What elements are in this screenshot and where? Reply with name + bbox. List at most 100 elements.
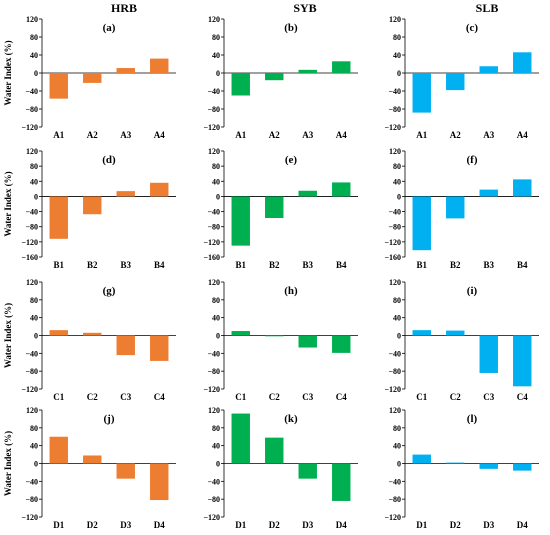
bar-c3 xyxy=(298,335,317,348)
x-tick-label: A3 xyxy=(120,130,131,140)
x-tick-label: D4 xyxy=(154,520,165,530)
x-tick-label: B2 xyxy=(269,260,280,270)
x-tick-label: D2 xyxy=(450,520,461,530)
bar-d4 xyxy=(513,463,532,471)
y-tick-label: 120 xyxy=(389,147,401,156)
y-tick-label: −160 xyxy=(384,253,401,262)
bar-a1 xyxy=(412,73,431,113)
y-tick-label: −40 xyxy=(388,349,401,358)
x-tick-label: A1 xyxy=(53,130,64,140)
x-tick-label: D1 xyxy=(53,520,64,530)
panel-title: (l) xyxy=(467,413,478,425)
y-tick-label: 80 xyxy=(30,296,38,305)
bar-a1 xyxy=(49,73,68,99)
x-tick-label: B2 xyxy=(87,260,98,270)
y-tick-label: 120 xyxy=(208,15,220,24)
panel-l: 120 80 40 0 −40 −80 −120 D1 D2 D3 D4 (l) xyxy=(384,406,539,530)
y-tick-label: 0 xyxy=(216,332,220,341)
panel-d: 120 80 40 0 −40 −80 −120 −160 B1 B2 B3 B4 (d) Water I… xyxy=(3,147,176,270)
bar-c4 xyxy=(150,335,169,361)
x-tick-label: C3 xyxy=(302,392,313,402)
x-tick-label: C4 xyxy=(336,392,347,402)
y-tick-label: −160 xyxy=(21,253,38,262)
y-tick-label: 40 xyxy=(212,177,220,186)
panel-j: 120 80 40 0 −40 −80 −120 D1 D2 D3 D4 (j) Water Index… xyxy=(3,406,176,530)
panel-title: (b) xyxy=(284,22,298,34)
bar-c4 xyxy=(513,335,532,387)
panel-title: (e) xyxy=(285,154,298,166)
x-tick-label: A4 xyxy=(154,130,165,140)
y-tick-label: −120 xyxy=(203,123,220,132)
y-tick-label: 40 xyxy=(212,314,220,323)
bar-c1 xyxy=(412,330,431,336)
y-tick-label: 120 xyxy=(208,406,220,415)
y-tick-label: −120 xyxy=(203,385,220,394)
bar-c1 xyxy=(49,330,68,336)
y-tick-label: 80 xyxy=(30,424,38,433)
x-tick-label: A3 xyxy=(483,130,494,140)
x-tick-label: D2 xyxy=(269,520,280,530)
y-tick-label: 80 xyxy=(393,33,401,42)
panel-i: 120 80 40 0 −40 −80 −120 C1 C2 C3 C4 (i) xyxy=(384,278,539,402)
bar-c2 xyxy=(265,335,284,337)
y-tick-label: 80 xyxy=(393,424,401,433)
y-tick-label: 80 xyxy=(212,296,220,305)
y-tick-label: 40 xyxy=(30,314,38,323)
panel-g: 120 80 40 0 −40 −80 −120 C1 C2 C3 C4 (g) Water Index… xyxy=(3,278,176,402)
y-tick-label: 0 xyxy=(34,460,38,469)
bar-a2 xyxy=(83,73,102,83)
y-tick-label: −40 xyxy=(388,208,401,217)
y-axis-label: Water Index (%) xyxy=(3,171,13,236)
bar-b4 xyxy=(513,179,532,197)
x-tick-label: B1 xyxy=(235,260,246,270)
x-tick-label: A4 xyxy=(517,130,528,140)
y-tick-label: 80 xyxy=(393,162,401,171)
y-tick-label: 0 xyxy=(397,192,401,201)
y-tick-label: 80 xyxy=(393,296,401,305)
x-tick-label: D4 xyxy=(336,520,347,530)
y-tick-label: −160 xyxy=(203,253,220,262)
y-tick-label: 80 xyxy=(212,162,220,171)
y-tick-label: −80 xyxy=(207,223,220,232)
panel-title: (h) xyxy=(284,285,298,297)
column-header-syb: SYB xyxy=(293,1,316,15)
x-tick-label: D3 xyxy=(302,520,313,530)
bar-d1 xyxy=(412,454,431,464)
bar-a2 xyxy=(446,73,465,91)
bar-b3 xyxy=(298,190,317,197)
panel-c: 120 80 40 0 −40 −80 −120 A1 A2 A3 A4 (c) xyxy=(384,15,539,140)
x-tick-label: D3 xyxy=(483,520,494,530)
y-tick-label: −40 xyxy=(207,87,220,96)
x-tick-label: B3 xyxy=(302,260,313,270)
bar-a2 xyxy=(265,73,284,81)
panel-title: (j) xyxy=(104,413,115,425)
x-tick-label: C3 xyxy=(483,392,494,402)
y-tick-label: 0 xyxy=(397,332,401,341)
y-tick-label: −80 xyxy=(388,367,401,376)
y-tick-label: 120 xyxy=(208,147,220,156)
bar-d3 xyxy=(116,463,135,479)
bar-b1 xyxy=(231,196,250,246)
y-tick-label: −40 xyxy=(388,87,401,96)
y-tick-label: 120 xyxy=(389,15,401,24)
y-tick-label: −80 xyxy=(207,495,220,504)
bar-c1 xyxy=(231,331,250,336)
panel-title: (k) xyxy=(284,413,298,425)
bar-b3 xyxy=(116,191,135,197)
y-tick-label: −120 xyxy=(203,238,220,247)
y-tick-label: −80 xyxy=(388,495,401,504)
y-axis-label: Water Index (%) xyxy=(3,303,13,368)
x-tick-label: A1 xyxy=(416,130,427,140)
x-tick-label: A4 xyxy=(336,130,347,140)
y-axis-label: Water Index (%) xyxy=(3,431,13,496)
bar-d2 xyxy=(83,455,102,464)
x-tick-label: C1 xyxy=(235,392,246,402)
y-tick-label: −80 xyxy=(25,223,38,232)
y-tick-label: 40 xyxy=(393,442,401,451)
panel-title: (c) xyxy=(466,22,479,34)
panel-title: (a) xyxy=(103,22,116,34)
x-tick-label: B3 xyxy=(120,260,131,270)
panel-title: (i) xyxy=(467,285,478,297)
y-tick-label: −80 xyxy=(388,105,401,114)
x-tick-label: B4 xyxy=(517,260,528,270)
